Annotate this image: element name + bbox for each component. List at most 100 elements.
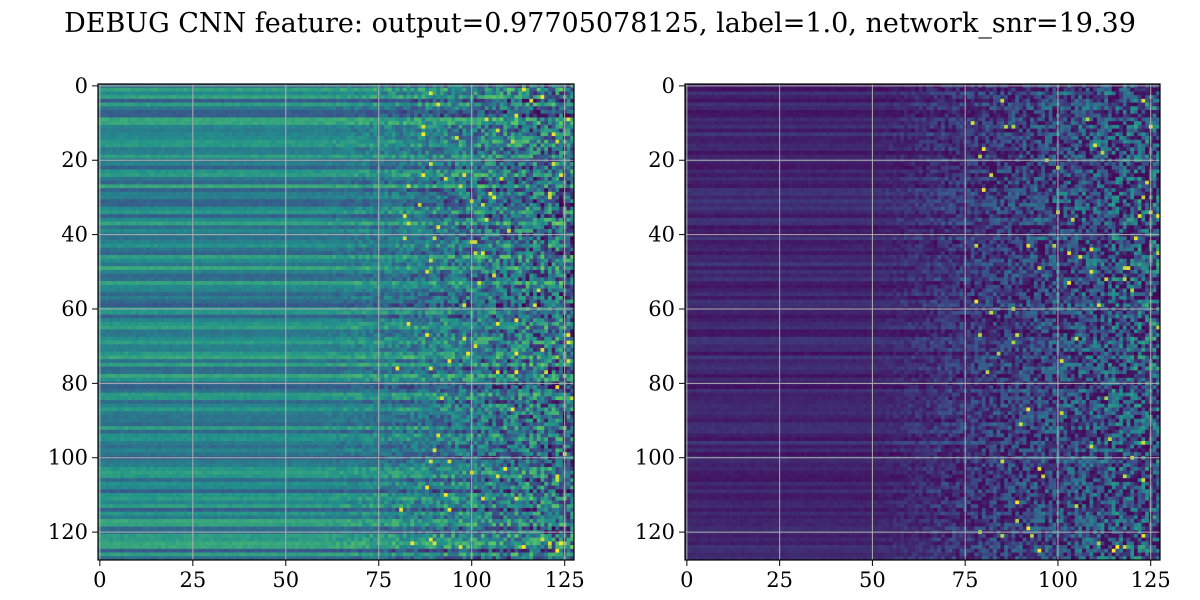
heatmap-cell [102, 99, 106, 103]
heatmap-cell [184, 121, 188, 125]
heatmap-cell [511, 184, 515, 188]
heatmap-cell [161, 222, 165, 226]
heatmap-cell [399, 207, 403, 211]
heatmap-cell [407, 225, 411, 229]
heatmap-cell [448, 155, 452, 159]
heatmap-cell [243, 136, 247, 140]
heatmap-cell [102, 225, 106, 229]
heatmap-cell [258, 218, 262, 222]
heatmap-cell [169, 136, 173, 140]
heatmap-cell [280, 222, 284, 226]
heatmap-cell [224, 222, 228, 226]
heatmap-cell [392, 110, 396, 114]
heatmap-cell [529, 121, 533, 125]
heatmap-cell [329, 214, 333, 218]
heatmap-cell [273, 140, 277, 144]
heatmap-cell [340, 166, 344, 170]
heatmap-cell [295, 207, 299, 211]
heatmap-cell [258, 192, 262, 196]
heatmap-cell [180, 218, 184, 222]
heatmap-cell [202, 155, 206, 159]
heatmap-cell [522, 225, 526, 229]
heatmap-cell [533, 225, 537, 229]
heatmap-cell [474, 225, 478, 229]
heatmap-cell [105, 184, 109, 188]
heatmap-cell [422, 214, 426, 218]
heatmap-cell [306, 147, 310, 151]
heatmap-cell [407, 136, 411, 140]
heatmap-cell [410, 91, 414, 95]
heatmap-cell [236, 218, 240, 222]
heatmap-cell [369, 166, 373, 170]
heatmap-cell [187, 151, 191, 155]
heatmap-cell [507, 203, 511, 207]
heatmap-cell [154, 196, 158, 200]
heatmap-cell [503, 196, 507, 200]
heatmap-cell [217, 103, 221, 107]
heatmap-cell [366, 132, 370, 136]
heatmap-cell [340, 99, 344, 103]
heatmap-cell [366, 99, 370, 103]
heatmap-cell [474, 166, 478, 170]
heatmap-cell [217, 144, 221, 148]
heatmap-cell [158, 132, 162, 136]
heatmap-cell [314, 214, 318, 218]
heatmap-cell [262, 155, 266, 159]
heatmap-cell [236, 210, 240, 214]
heatmap-cell [232, 210, 236, 214]
heatmap-cell [455, 184, 459, 188]
heatmap-cell [113, 173, 117, 177]
heatmap-cell [466, 225, 470, 229]
heatmap-cell [567, 99, 571, 103]
heatmap-cell [176, 99, 180, 103]
heatmap-cell [485, 225, 489, 229]
heatmap-cell [165, 99, 169, 103]
heatmap-cell [250, 181, 254, 185]
heatmap-cell [273, 225, 277, 229]
heatmap-cell [336, 110, 340, 114]
heatmap-cell [243, 125, 247, 129]
heatmap-cell [236, 162, 240, 166]
heatmap-cell [169, 103, 173, 107]
heatmap-cell [258, 117, 262, 121]
heatmap-cell [325, 162, 329, 166]
heatmap-cell [474, 196, 478, 200]
heatmap-cell [172, 181, 176, 185]
heatmap-cell [477, 106, 481, 110]
heatmap-cell [399, 106, 403, 110]
heatmap-cell [381, 181, 385, 185]
heatmap-cell [488, 151, 492, 155]
heatmap-cell [310, 177, 314, 181]
heatmap-cell [306, 214, 310, 218]
heatmap-cell [485, 170, 489, 174]
heatmap-cell [526, 214, 530, 218]
heatmap-cell [295, 140, 299, 144]
heatmap-cell [184, 170, 188, 174]
heatmap-cell [143, 114, 147, 118]
heatmap-cell [117, 210, 121, 214]
heatmap-cell [533, 132, 537, 136]
heatmap-cell [321, 125, 325, 129]
heatmap-cell [195, 225, 199, 229]
heatmap-cell [243, 106, 247, 110]
heatmap-cell [440, 136, 444, 140]
heatmap-cell [537, 91, 541, 95]
heatmap-cell [477, 218, 481, 222]
heatmap-cell [474, 210, 478, 214]
heatmap-cell [329, 218, 333, 222]
heatmap-cell [158, 170, 162, 174]
heatmap-cell [444, 207, 448, 211]
heatmap-cell [131, 99, 135, 103]
heatmap-cell [206, 196, 210, 200]
heatmap-cell [515, 173, 519, 177]
heatmap-cell [422, 136, 426, 140]
heatmap-cell [221, 210, 225, 214]
heatmap-cell [202, 110, 206, 114]
heatmap-cell [128, 129, 132, 133]
heatmap-cell [500, 173, 504, 177]
heatmap-cell [336, 184, 340, 188]
heatmap-cell [314, 95, 318, 99]
heatmap-cell [254, 210, 258, 214]
heatmap-cell [265, 121, 269, 125]
heatmap-cell [172, 114, 176, 118]
